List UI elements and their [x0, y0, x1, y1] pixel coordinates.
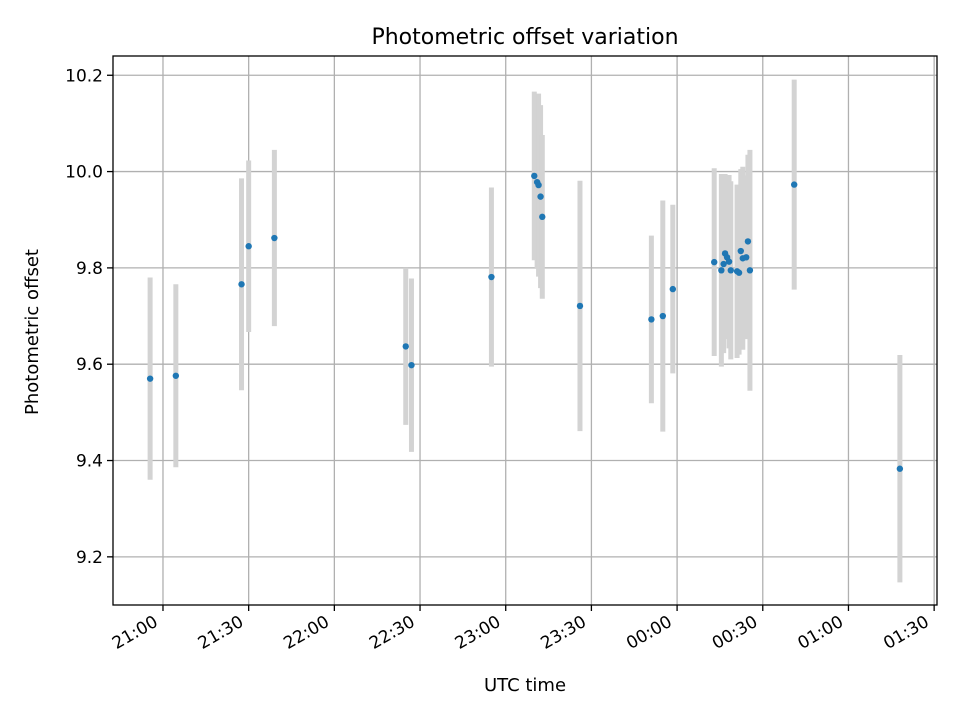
data-point [896, 465, 904, 472]
data-point [488, 273, 495, 281]
data-point [146, 375, 154, 382]
y-tick-label: 10.2 [65, 66, 103, 86]
y-axis-label: Photometric offset [22, 249, 43, 415]
data-point [271, 234, 278, 242]
data-point [576, 302, 584, 310]
data-point [720, 260, 727, 268]
data-point [743, 254, 750, 261]
data-point [746, 267, 754, 274]
data-point [735, 269, 743, 276]
grid [113, 56, 937, 605]
chart-title: Photometric offset variation [371, 25, 678, 50]
data-point [711, 258, 718, 266]
data-point [737, 247, 744, 255]
data-point [659, 312, 667, 320]
data-point [539, 213, 546, 221]
data-point [172, 372, 180, 379]
data-point [402, 343, 409, 350]
data-point [537, 193, 544, 200]
data-point [648, 316, 655, 323]
data-point [727, 267, 734, 274]
y-tick-label: 9.8 [76, 259, 103, 279]
data-point [669, 285, 677, 293]
data-point [531, 172, 538, 180]
data-point [238, 281, 245, 288]
data-point [535, 181, 542, 189]
y-tick-label: 9.4 [76, 452, 103, 472]
data-point [744, 238, 752, 245]
data-point [245, 243, 252, 250]
y-tick-label: 9.2 [76, 548, 103, 568]
y-tick-label: 10.0 [65, 163, 103, 183]
data-points [146, 172, 904, 472]
data-point [718, 267, 725, 274]
data-point [725, 258, 733, 265]
axes-frame [112, 55, 938, 606]
data-point [408, 361, 415, 369]
y-tick-label: 9.6 [76, 355, 103, 375]
data-point [790, 181, 798, 188]
x-axis-label: UTC time [484, 675, 566, 696]
